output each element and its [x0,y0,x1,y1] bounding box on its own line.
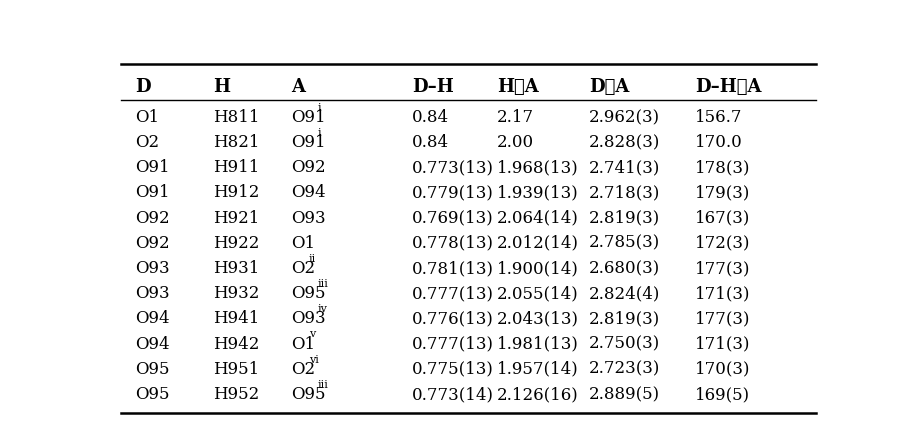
Text: 177(3): 177(3) [695,310,750,327]
Text: O91: O91 [135,159,170,177]
Text: O91: O91 [292,109,326,126]
Text: O94: O94 [135,336,170,353]
Text: 0.779(13): 0.779(13) [411,185,494,202]
Text: 178(3): 178(3) [695,159,750,177]
Text: O1: O1 [292,336,315,353]
Text: H: H [214,78,230,96]
Text: O94: O94 [292,185,326,202]
Text: 0.776(13): 0.776(13) [411,310,494,327]
Text: H942: H942 [214,336,260,353]
Text: O91: O91 [292,134,326,151]
Text: 2.819(3): 2.819(3) [589,310,660,327]
Text: 2.043(13): 2.043(13) [497,310,579,327]
Text: H911: H911 [214,159,260,177]
Text: 2.718(3): 2.718(3) [589,185,660,202]
Text: 1.939(13): 1.939(13) [497,185,579,202]
Text: ii: ii [309,254,316,264]
Text: D–H⋯A: D–H⋯A [695,78,761,96]
Text: 2.889(5): 2.889(5) [589,386,660,403]
Text: 0.84: 0.84 [411,109,449,126]
Text: 0.773(14): 0.773(14) [411,386,494,403]
Text: 2.750(3): 2.750(3) [589,336,660,353]
Text: O95: O95 [135,386,170,403]
Text: O93: O93 [292,310,326,327]
Text: O92: O92 [135,235,170,252]
Text: O93: O93 [135,260,170,277]
Text: A: A [292,78,305,96]
Text: vi: vi [309,354,319,365]
Text: H⋯A: H⋯A [497,78,538,96]
Text: 2.828(3): 2.828(3) [589,134,660,151]
Text: 0.84: 0.84 [411,134,449,151]
Text: D: D [135,78,151,96]
Text: 2.17: 2.17 [497,109,534,126]
Text: 172(3): 172(3) [695,235,750,252]
Text: 2.819(3): 2.819(3) [589,210,660,227]
Text: H932: H932 [214,285,260,302]
Text: 177(3): 177(3) [695,260,750,277]
Text: O92: O92 [135,210,170,227]
Text: O95: O95 [292,285,325,302]
Text: O2: O2 [135,134,160,151]
Text: O95: O95 [135,361,170,378]
Text: 0.773(13): 0.773(13) [411,159,494,177]
Text: 171(3): 171(3) [695,336,750,353]
Text: O95: O95 [292,386,325,403]
Text: 1.957(14): 1.957(14) [497,361,579,378]
Text: 0.777(13): 0.777(13) [411,336,494,353]
Text: D⋯A: D⋯A [589,78,629,96]
Text: D–H: D–H [411,78,453,96]
Text: 0.777(13): 0.777(13) [411,285,494,302]
Text: 171(3): 171(3) [695,285,750,302]
Text: 2.824(4): 2.824(4) [589,285,660,302]
Text: 1.968(13): 1.968(13) [497,159,579,177]
Text: 179(3): 179(3) [695,185,750,202]
Text: 2.064(14): 2.064(14) [497,210,579,227]
Text: 1.981(13): 1.981(13) [497,336,579,353]
Text: 169(5): 169(5) [695,386,750,403]
Text: H811: H811 [214,109,260,126]
Text: O2: O2 [292,361,315,378]
Text: iii: iii [317,380,328,390]
Text: 2.055(14): 2.055(14) [497,285,579,302]
Text: H952: H952 [214,386,260,403]
Text: H912: H912 [214,185,260,202]
Text: H931: H931 [214,260,260,277]
Text: 2.785(3): 2.785(3) [589,235,660,252]
Text: 170.0: 170.0 [695,134,743,151]
Text: 2.680(3): 2.680(3) [589,260,660,277]
Text: O1: O1 [135,109,160,126]
Text: O1: O1 [292,235,315,252]
Text: H821: H821 [214,134,260,151]
Text: 0.781(13): 0.781(13) [411,260,494,277]
Text: 156.7: 156.7 [695,109,742,126]
Text: 2.126(16): 2.126(16) [497,386,579,403]
Text: 170(3): 170(3) [695,361,750,378]
Text: H921: H921 [214,210,260,227]
Text: 0.769(13): 0.769(13) [411,210,494,227]
Text: 2.741(3): 2.741(3) [589,159,660,177]
Text: O94: O94 [135,310,170,327]
Text: O92: O92 [292,159,326,177]
Text: iv: iv [317,304,327,314]
Text: 2.00: 2.00 [497,134,534,151]
Text: i: i [317,128,321,138]
Text: 0.778(13): 0.778(13) [411,235,494,252]
Text: 167(3): 167(3) [695,210,750,227]
Text: 2.962(3): 2.962(3) [589,109,660,126]
Text: 1.900(14): 1.900(14) [497,260,579,277]
Text: 0.775(13): 0.775(13) [411,361,494,378]
Text: O2: O2 [292,260,315,277]
Text: v: v [309,329,315,340]
Text: O93: O93 [135,285,170,302]
Text: H941: H941 [214,310,260,327]
Text: i: i [317,103,321,113]
Text: O91: O91 [135,185,170,202]
Text: iii: iii [317,279,328,289]
Text: O93: O93 [292,210,326,227]
Text: H951: H951 [214,361,260,378]
Text: H922: H922 [214,235,260,252]
Text: 2.723(3): 2.723(3) [589,361,660,378]
Text: 2.012(14): 2.012(14) [497,235,579,252]
